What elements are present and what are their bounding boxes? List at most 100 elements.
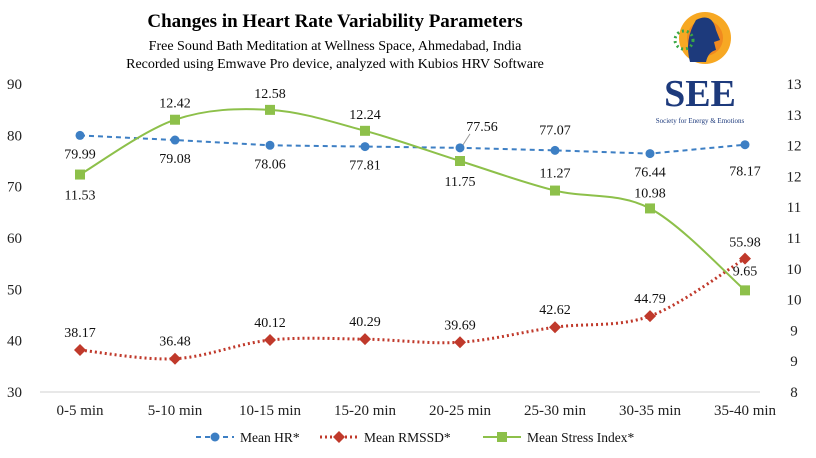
y-right-tick-label: 13 [787,108,802,124]
data-point-circle [170,135,180,145]
legend-label: Mean HR* [240,430,300,445]
y-right-tick-label: 9 [790,354,798,370]
series-group: 79.99 79.08 78.06 77.81 77.56 77.07 76.44 78.17… [64,87,761,365]
y-right-tick-label: 8 [790,385,798,401]
data-point-square [645,203,655,214]
y-right-tick-label: 11 [787,200,801,216]
data-label: 11.27 [540,167,571,182]
data-label: 36.48 [159,335,191,350]
x-tick-label: 25-30 min [524,403,587,419]
legend-label: Mean RMSSD* [364,430,451,445]
data-label: 40.29 [349,315,381,330]
x-tick-label: 30-35 min [619,403,682,419]
logo: SEE Society for Energy & Emotions [656,12,745,125]
data-point-square [360,125,370,136]
data-label: 44.79 [634,292,666,307]
data-label: 38.17 [64,326,96,341]
x-tick-label: 5-10 min [148,403,203,419]
chart-subtitle-1: Free Sound Bath Meditation at Wellness S… [149,39,522,54]
chart-title: Changes in Heart Rate Variability Parame… [147,11,522,32]
data-label: 42.62 [539,303,571,318]
data-label: 11.75 [445,175,476,190]
data-label: 40.12 [254,316,286,331]
data-label: 11.53 [65,189,96,204]
logo-spiral [673,29,695,51]
leader-line [462,133,471,146]
data-point-diamond [644,310,656,323]
data-point-diamond [74,344,86,357]
data-point-diamond [359,333,371,346]
y-left-tick-label: 50 [7,282,22,298]
legend-item: Mean HR* [196,430,300,445]
y-left-tick-label: 40 [7,334,22,350]
data-point-square [550,185,560,196]
data-point-square [740,285,750,296]
data-point-diamond [549,321,561,334]
y-right-tick-label: 9 [790,323,798,339]
data-point-circle [550,145,560,155]
data-point-diamond [454,336,466,349]
legend-item: Mean Stress Index* [483,430,634,445]
series-mean-rmssd: 38.17 36.48 40.12 40.29 39.69 42.62 44.79 55.98 [64,236,761,365]
data-label: 10.98 [634,186,666,201]
y-right-tick-label: 11 [787,231,801,247]
logo-text: SEE [664,73,736,115]
data-point-circle [455,143,465,153]
data-label: 9.65 [733,264,758,279]
y-left-tick-label: 60 [7,231,22,247]
y-left-tick-label: 30 [7,385,22,401]
y-left-tick-label: 90 [7,77,22,93]
data-label: 55.98 [729,236,761,251]
legend: Mean HR* Mean RMSSD* Mean Stress Index* [196,430,634,445]
data-label: 12.42 [159,97,191,112]
data-point-circle [645,149,655,159]
data-label: 12.58 [254,87,286,102]
x-tick-label: 15-20 min [334,403,397,419]
data-label: 79.08 [159,152,191,167]
data-point-square [265,104,275,115]
data-label: 77.56 [466,120,498,135]
y-right-tick-label: 13 [787,77,802,93]
axes: 30 40 50 60 70 80 90 8 9 9 10 10 11 11 12 12 13 13 0-5 min… [7,77,802,419]
x-tick-label: 10-15 min [239,403,302,419]
data-point-diamond [739,252,751,265]
series-mean-stress-index: 11.53 12.42 12.58 12.24 11.75 11.27 10.98 9.65 [65,87,758,296]
data-label: 78.17 [729,165,761,180]
y-right-tick-label: 12 [787,169,802,185]
series-mean-hr: 79.99 79.08 78.06 77.81 77.56 77.07 76.44 78.17 [64,120,761,181]
legend-marker-square [497,432,507,442]
data-point-diamond [169,352,181,365]
y-left-tick-label: 70 [7,180,22,196]
legend-item: Mean RMSSD* [320,430,451,445]
data-point-circle [75,130,85,140]
data-point-square [170,114,180,125]
logo-tagline: Society for Energy & Emotions [656,117,745,125]
y-left-tick-label: 80 [7,128,22,144]
data-label: 76.44 [634,166,666,181]
data-label: 12.24 [349,108,381,123]
data-label: 78.06 [254,157,286,172]
series-line [79,257,746,361]
chart-subtitle-2: Recorded using Emwave Pro device, analyz… [126,57,544,72]
series-line [79,134,746,155]
y-right-tick-label: 10 [787,262,802,278]
data-point-square [455,156,465,166]
data-label: 79.99 [64,147,96,162]
data-point-square [75,169,85,180]
legend-marker-diamond [333,431,345,443]
x-tick-label: 0-5 min [56,403,104,419]
data-point-diamond [264,334,276,347]
y-right-tick-label: 12 [787,139,802,155]
y-right-tick-label: 10 [787,293,802,309]
data-point-circle [740,140,750,150]
legend-marker-circle [210,432,220,442]
x-tick-label: 20-25 min [429,403,492,419]
data-label: 77.81 [349,159,381,174]
data-label: 77.07 [539,123,571,138]
data-point-circle [360,142,370,152]
data-label: 39.69 [444,318,476,333]
x-tick-label: 35-40 min [714,403,777,419]
logo-head [688,17,720,63]
